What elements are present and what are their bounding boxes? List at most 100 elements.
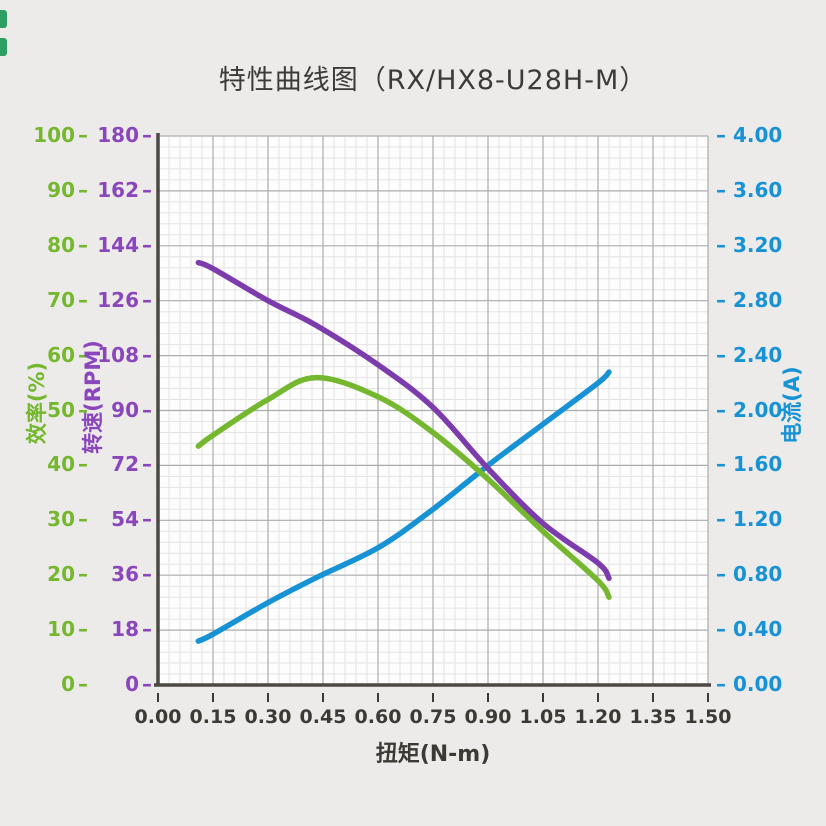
rpm-tick-label: 18– bbox=[111, 617, 152, 641]
tick-dash: – bbox=[78, 288, 88, 312]
tick-dash: – bbox=[142, 233, 152, 257]
tick-value: 0 bbox=[61, 672, 75, 696]
tick-value: 144 bbox=[97, 233, 139, 257]
screen-edge-artifact bbox=[0, 10, 7, 28]
rpm-curve bbox=[195, 259, 612, 582]
tick-value: 4.00 bbox=[733, 123, 783, 147]
efficiency-tick-label: 10– bbox=[47, 617, 88, 641]
rpm-tick-label: 180– bbox=[97, 123, 152, 147]
tick-value: 10 bbox=[47, 617, 75, 641]
tick-value: 60 bbox=[47, 343, 75, 367]
tick-value: 2.00 bbox=[733, 398, 783, 422]
torque-tick-label: 0.00 bbox=[134, 706, 182, 728]
tick-dash: – bbox=[716, 617, 726, 641]
rpm-tick-label: 36– bbox=[111, 562, 152, 586]
tick-dash: – bbox=[78, 452, 88, 476]
tick-value: 1.60 bbox=[733, 452, 783, 476]
tick-value: 100 bbox=[33, 123, 75, 147]
rpm-tick-label: 144– bbox=[97, 233, 152, 257]
tick-value: 0.00 bbox=[733, 672, 783, 696]
tick-value: 0.80 bbox=[733, 562, 783, 586]
torque-tick-label: 1.20 bbox=[574, 706, 622, 728]
torque-axis-title: 扭矩(N-m) bbox=[375, 742, 491, 767]
tick-value: 180 bbox=[97, 123, 139, 147]
current-curve bbox=[195, 369, 612, 644]
torque-tick-label: 0.90 bbox=[464, 706, 512, 728]
tick-value: 0 bbox=[125, 672, 139, 696]
current-tick-label: –0.80 bbox=[716, 562, 782, 586]
efficiency-tick-label: 80– bbox=[47, 233, 88, 257]
tick-dash: – bbox=[78, 178, 88, 202]
tick-value: 54 bbox=[111, 507, 139, 531]
torque-tick-label: 1.50 bbox=[684, 706, 732, 728]
tick-dash: – bbox=[716, 452, 726, 476]
tick-dash: – bbox=[142, 452, 152, 476]
tick-value: 20 bbox=[47, 562, 75, 586]
efficiency-tick-label: 60– bbox=[47, 343, 88, 367]
current-tick-label: –3.60 bbox=[716, 178, 782, 202]
rpm-tick-label: 54– bbox=[111, 507, 152, 531]
tick-dash: – bbox=[142, 507, 152, 531]
efficiency-tick-label: 30– bbox=[47, 507, 88, 531]
tick-dash: – bbox=[78, 343, 88, 367]
tick-value: 36 bbox=[111, 562, 139, 586]
tick-dash: – bbox=[142, 178, 152, 202]
tick-value: 90 bbox=[47, 178, 75, 202]
rpm-tick-label: 108– bbox=[97, 343, 152, 367]
efficiency-tick-label: 100– bbox=[33, 123, 88, 147]
efficiency-tick-label: 90– bbox=[47, 178, 88, 202]
torque-tick-label: 0.30 bbox=[244, 706, 292, 728]
tick-dash: – bbox=[142, 288, 152, 312]
efficiency-tick-label: 0– bbox=[61, 672, 88, 696]
tick-dash: – bbox=[142, 343, 152, 367]
tick-dash: – bbox=[716, 398, 726, 422]
torque-tick-label: 0.15 bbox=[189, 706, 237, 728]
efficiency-curve bbox=[195, 374, 612, 600]
torque-tick-label: 0.45 bbox=[299, 706, 347, 728]
tick-value: 90 bbox=[111, 398, 139, 422]
tick-value: 126 bbox=[97, 288, 139, 312]
tick-dash: – bbox=[78, 123, 88, 147]
rpm-tick-label: 72– bbox=[111, 452, 152, 476]
tick-value: 1.20 bbox=[733, 507, 783, 531]
tick-dash: – bbox=[142, 398, 152, 422]
tick-dash: – bbox=[78, 562, 88, 586]
efficiency-tick-label: 20– bbox=[47, 562, 88, 586]
current-tick-label: –2.80 bbox=[716, 288, 782, 312]
tick-value: 108 bbox=[97, 343, 139, 367]
tick-dash: – bbox=[716, 343, 726, 367]
tick-value: 0.40 bbox=[733, 617, 783, 641]
tick-dash: – bbox=[142, 672, 152, 696]
tick-dash: – bbox=[142, 562, 152, 586]
tick-value: 50 bbox=[47, 398, 75, 422]
current-tick-label: –3.20 bbox=[716, 233, 782, 257]
current-tick-label: –1.20 bbox=[716, 507, 782, 531]
rpm-tick-label: 90– bbox=[111, 398, 152, 422]
torque-tick-label: 0.75 bbox=[409, 706, 457, 728]
tick-dash: – bbox=[78, 398, 88, 422]
screen-edge-artifact bbox=[0, 38, 7, 56]
tick-dash: – bbox=[142, 123, 152, 147]
current-tick-label: –2.00 bbox=[716, 398, 782, 422]
tick-dash: – bbox=[78, 672, 88, 696]
tick-dash: – bbox=[716, 288, 726, 312]
rpm-tick-label: 126– bbox=[97, 288, 152, 312]
tick-value: 30 bbox=[47, 507, 75, 531]
torque-tick-label: 1.05 bbox=[519, 706, 567, 728]
tick-value: 40 bbox=[47, 452, 75, 476]
tick-value: 80 bbox=[47, 233, 75, 257]
chart-title: 特性曲线图（RX/HX8-U28H-M） bbox=[218, 65, 648, 96]
tick-dash: – bbox=[716, 672, 726, 696]
current-tick-label: –1.60 bbox=[716, 452, 782, 476]
current-tick-label: –0.40 bbox=[716, 617, 782, 641]
efficiency-tick-label: 50– bbox=[47, 398, 88, 422]
tick-value: 70 bbox=[47, 288, 75, 312]
tick-value: 3.20 bbox=[733, 233, 783, 257]
efficiency-tick-label: 40– bbox=[47, 452, 88, 476]
tick-value: 18 bbox=[111, 617, 139, 641]
current-tick-label: –2.40 bbox=[716, 343, 782, 367]
tick-dash: – bbox=[716, 178, 726, 202]
tick-dash: – bbox=[716, 562, 726, 586]
